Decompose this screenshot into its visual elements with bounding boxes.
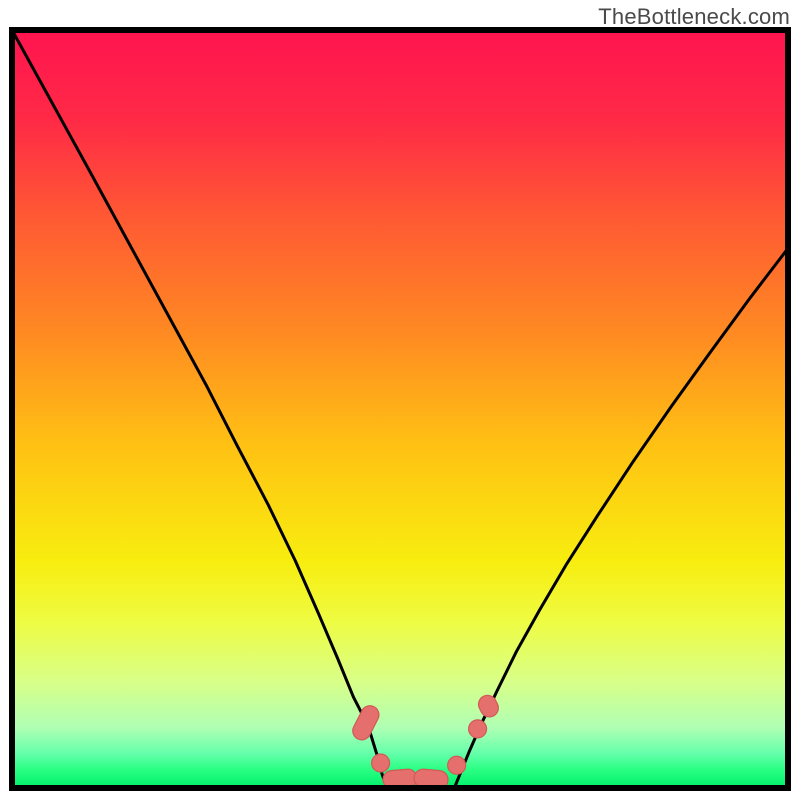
plot-background [12, 30, 788, 788]
marker-dot-4 [448, 756, 466, 774]
chart-svg [0, 0, 800, 800]
marker-dot-1 [372, 754, 390, 772]
chart-container: TheBottleneck.com [0, 0, 800, 800]
marker-dot-5 [469, 720, 487, 738]
watermark-text: TheBottleneck.com [598, 4, 790, 30]
